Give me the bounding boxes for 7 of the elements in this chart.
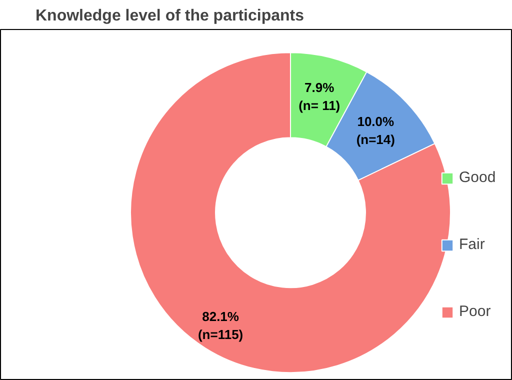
chart-title: Knowledge level of the participants	[36, 8, 304, 24]
data-label: 7.9% (n= 11)	[298, 80, 340, 114]
data-label: 10.0% (n=14)	[356, 114, 395, 147]
legend-label: Poor	[459, 303, 491, 320]
legend-label: Good	[459, 169, 496, 186]
legend-label: Fair	[459, 236, 485, 253]
data-label: 82.1% (n=115)	[198, 309, 244, 342]
